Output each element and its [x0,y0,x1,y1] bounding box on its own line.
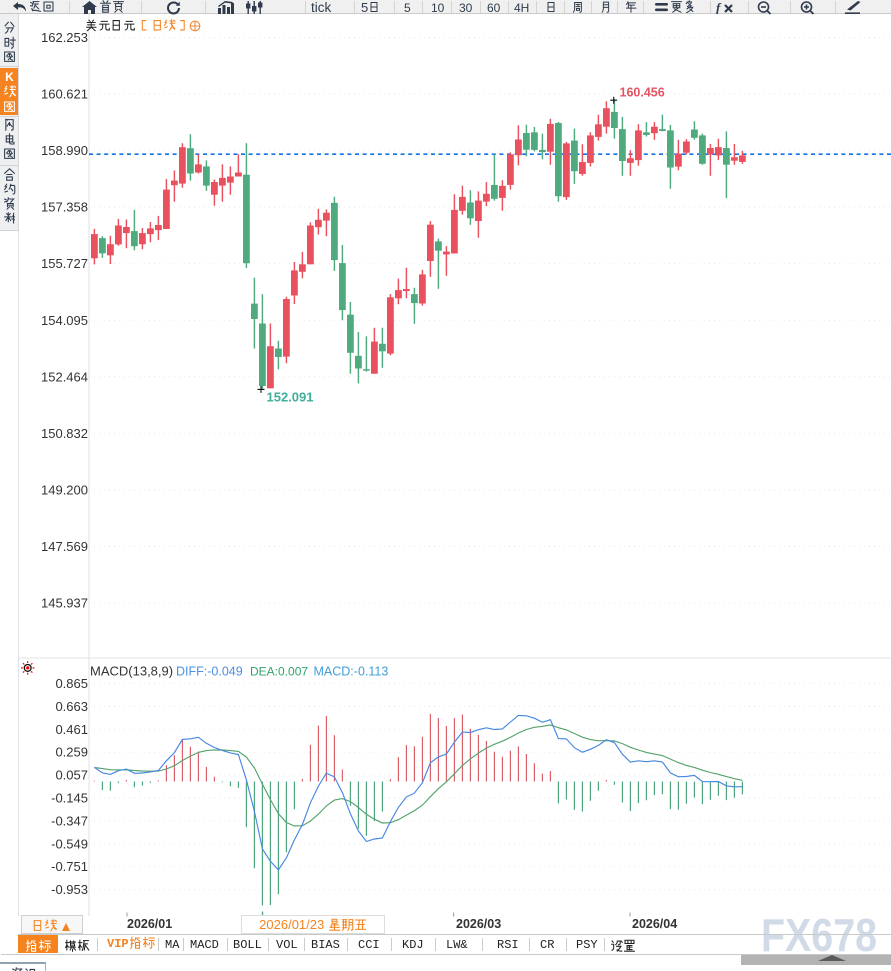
svg-text:152.091: 152.091 [267,390,314,405]
svg-text:f: f [716,1,722,14]
svg-text:MACD:-0.113: MACD:-0.113 [314,665,389,679]
svg-text:-0.347: -0.347 [51,813,88,828]
svg-text:160.456: 160.456 [620,86,665,100]
svg-text:158.990: 158.990 [41,143,88,158]
svg-text:0.057: 0.057 [55,768,88,783]
svg-text:160.621: 160.621 [41,87,88,102]
svg-text:150.832: 150.832 [41,426,88,441]
svg-text:-0.953: -0.953 [51,882,88,897]
svg-text:0.865: 0.865 [55,676,88,691]
svg-text:-0.145: -0.145 [51,791,88,806]
svg-text:145.937: 145.937 [41,596,88,611]
svg-text:0.663: 0.663 [55,699,88,714]
svg-text:-0.751: -0.751 [51,859,88,874]
svg-text:149.200: 149.200 [41,482,88,497]
svg-text:154.095: 154.095 [41,313,88,328]
svg-text:147.569: 147.569 [41,539,88,554]
svg-text:157.358: 157.358 [41,200,88,215]
svg-text:162.253: 162.253 [41,30,88,45]
svg-text:0.461: 0.461 [55,722,88,737]
svg-text:DEA:0.007: DEA:0.007 [250,665,308,679]
svg-text:-0.549: -0.549 [51,836,88,851]
svg-text:152.464: 152.464 [41,369,88,384]
svg-text:0.259: 0.259 [55,745,88,760]
svg-text:MACD(13,8,9): MACD(13,8,9) [90,664,173,679]
svg-text:DIFF:-0.049: DIFF:-0.049 [176,665,243,679]
svg-text:155.727: 155.727 [41,256,88,271]
